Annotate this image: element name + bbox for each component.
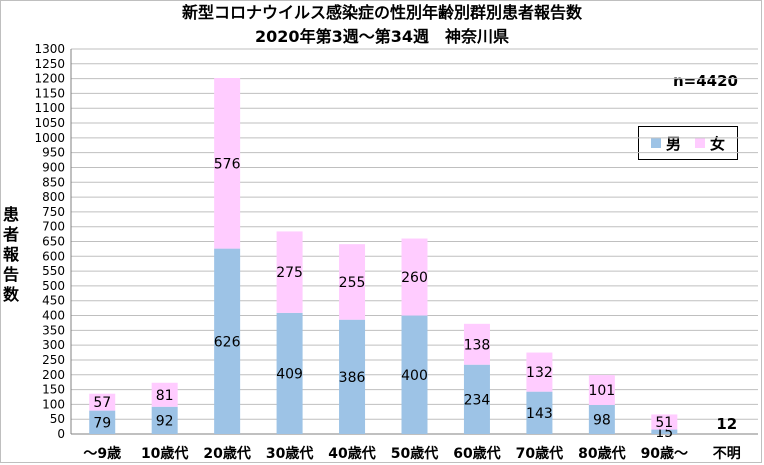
data-label-male: 92 [156, 413, 174, 429]
legend-label-female: 女 [710, 134, 726, 153]
bar-male [151, 406, 178, 434]
bar-male [214, 248, 241, 434]
bar-female [651, 414, 678, 430]
bar-male [651, 429, 678, 434]
data-label-female: 101 [588, 383, 615, 399]
y-tick-label: 950 [42, 146, 65, 160]
bar-female [276, 231, 303, 313]
y-tick-label: 550 [42, 264, 65, 278]
y-tick-label: 100 [42, 397, 65, 411]
y-tick-label: 1000 [34, 131, 65, 145]
data-label-male: 409 [276, 366, 303, 382]
bar-female [463, 323, 490, 365]
y-tick-label: 1100 [34, 101, 65, 115]
bar-female [339, 244, 366, 320]
y-tick-label: 450 [42, 294, 65, 308]
bar-male [526, 391, 553, 434]
y-tick-label: 50 [50, 412, 65, 426]
bar-male [276, 312, 303, 434]
x-tick-label: 20歳代 [203, 445, 250, 462]
data-label-male: 79 [93, 415, 111, 431]
y-tick-label: 850 [42, 175, 65, 189]
bar-male [339, 319, 366, 434]
data-label-female: 57 [93, 395, 111, 411]
x-tick-label: 30歳代 [266, 445, 313, 462]
y-tick-label: 800 [42, 190, 65, 204]
y-tick-label: 0 [57, 427, 65, 441]
x-tick-label: 10歳代 [141, 445, 188, 462]
y-tick-label: 600 [42, 249, 65, 263]
legend-swatch-male [650, 138, 661, 148]
y-axis-label: 患者報告数 [2, 205, 19, 304]
y-tick-label: 250 [42, 353, 65, 367]
x-tick-label: 60歳代 [453, 445, 500, 462]
x-tick-label: 不明 [713, 446, 741, 462]
y-tick-label: 150 [42, 383, 65, 397]
y-tick-label: 650 [42, 235, 65, 249]
x-tick-label: 80歳代 [578, 445, 625, 462]
y-tick-label: 700 [42, 220, 65, 234]
legend-item-male: 男 [650, 133, 681, 154]
y-tick-label: 750 [42, 205, 65, 219]
chart-title: 新型コロナウイルス感染症の性別年齢別群別患者報告数 [181, 3, 582, 22]
y-tick-label: 900 [42, 160, 65, 174]
y-tick-label: 1150 [34, 86, 65, 100]
bar-male [588, 404, 615, 434]
bar-male [89, 410, 116, 434]
legend-item-female: 女 [695, 133, 725, 154]
data-label-male: 143 [526, 406, 553, 422]
data-label-female: 132 [526, 365, 553, 381]
data-label-male: 98 [593, 412, 611, 428]
bar-female [151, 382, 178, 407]
y-tick-label: 1200 [34, 72, 65, 86]
x-tick-label: 50歳代 [391, 445, 438, 462]
data-label-female: 81 [156, 388, 174, 404]
y-tick-label: 1300 [34, 42, 65, 56]
y-tick-label: 400 [42, 309, 65, 323]
y-tick-label: 1050 [34, 116, 65, 130]
bar-female [526, 352, 553, 392]
data-label-female: 138 [464, 337, 491, 353]
y-tick-label: 200 [42, 368, 65, 382]
data-label-female: 255 [339, 275, 366, 291]
data-label-male: 386 [339, 370, 366, 386]
legend: 男 女 [638, 126, 738, 160]
bar-female [401, 238, 428, 316]
x-tick-label: ～9歳 [83, 445, 121, 462]
data-label-female: 275 [276, 265, 303, 281]
y-tick-label: 1250 [34, 57, 65, 71]
y-tick-label: 350 [42, 323, 65, 337]
x-tick-label: 40歳代 [328, 445, 375, 462]
y-tick-label: 500 [42, 279, 65, 293]
bar-female [89, 393, 116, 411]
bar-male [401, 315, 428, 434]
data-label-male: 234 [464, 392, 491, 408]
data-label-female: 51 [655, 415, 673, 431]
bar-female [588, 375, 615, 405]
data-label-female: 260 [401, 270, 428, 286]
legend-swatch-female [695, 138, 705, 148]
legend-label-male: 男 [665, 134, 681, 153]
sample-size-annotation: n=4420 [673, 72, 738, 90]
data-label-male: 400 [401, 368, 428, 384]
data-label-male: 626 [214, 334, 241, 350]
x-tick-label: 90歳～ [641, 445, 688, 462]
data-label-female: 576 [214, 156, 241, 172]
bar-female [214, 78, 241, 249]
chart-subtitle: 2020年第3週～第34週 神奈川県 [255, 27, 509, 46]
y-tick-label: 300 [42, 338, 65, 352]
x-tick-label: 70歳代 [516, 445, 563, 462]
data-label-unknown: 12 [716, 415, 737, 433]
bar-male [463, 364, 490, 434]
